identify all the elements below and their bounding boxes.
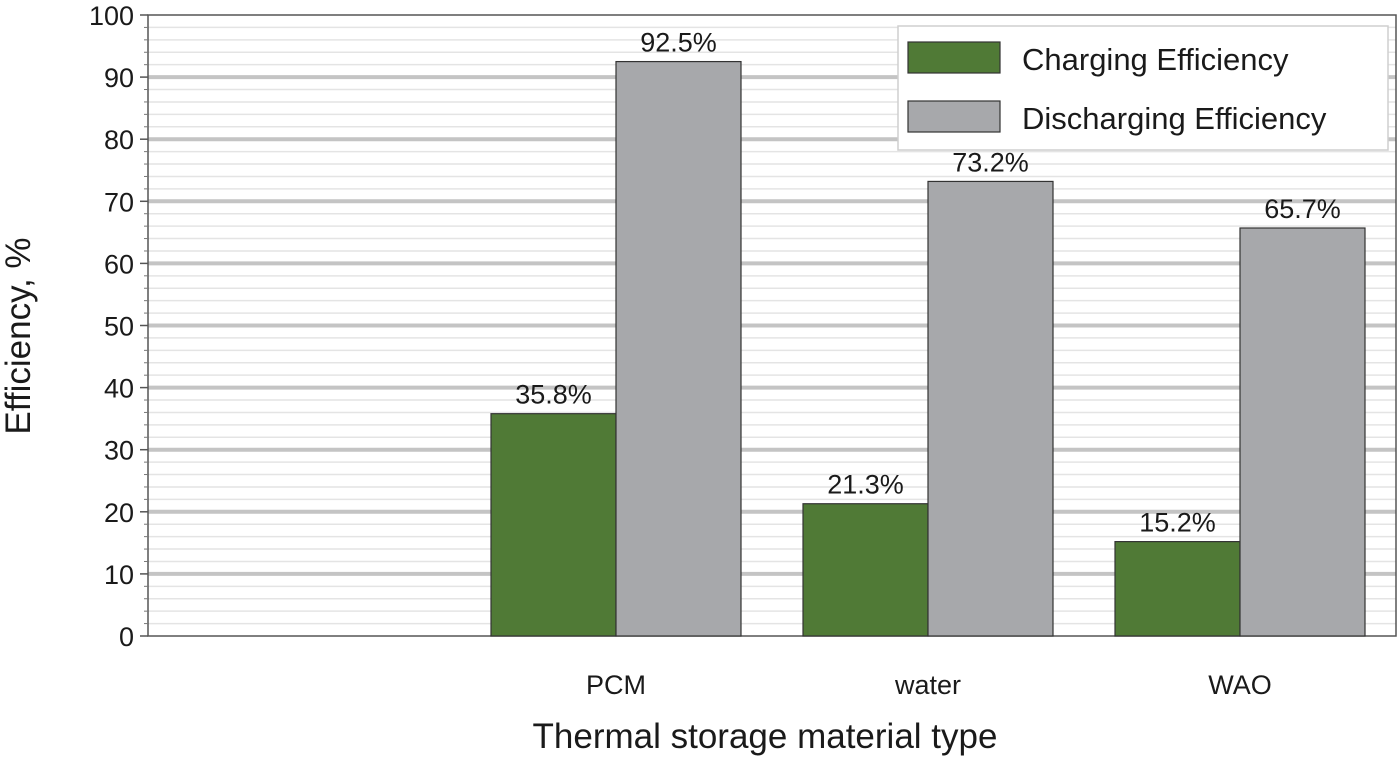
y-tick-label: 0 <box>119 622 134 652</box>
y-tick-label: 10 <box>104 560 134 590</box>
legend-swatch-charging <box>907 41 1001 74</box>
data-label: 35.8% <box>515 380 592 410</box>
y-axis-title: Efficiency, % <box>0 237 38 434</box>
data-label: 73.2% <box>952 147 1029 177</box>
bar-discharging-pcm <box>615 60 742 637</box>
x-tick-label: PCM <box>586 670 646 700</box>
bar-charging-pcm <box>490 413 617 637</box>
y-tick-label: 30 <box>104 436 134 466</box>
bar-charging-wao <box>1114 541 1241 637</box>
legend-label-discharging: Discharging Efficiency <box>1022 101 1327 136</box>
legend: Charging Efficiency Discharging Efficien… <box>897 25 1389 151</box>
y-tick-label: 70 <box>104 187 134 217</box>
y-tick-label: 40 <box>104 374 134 404</box>
y-tick-label: 90 <box>104 63 134 93</box>
y-tick-label: 100 <box>89 1 134 31</box>
y-tick-label: 20 <box>104 498 134 528</box>
y-tick-label: 50 <box>104 312 134 342</box>
y-tick-label: 60 <box>104 249 134 279</box>
x-axis-ticks: PCM water WAO <box>586 670 1272 700</box>
bar-discharging-wao <box>1239 227 1366 637</box>
bars: 35.8% 92.5% 21.3% 73.2% 15.2% 65.7% <box>490 28 1366 637</box>
x-tick-label: water <box>894 670 961 700</box>
y-axis-ticks: 0 10 20 30 40 50 60 70 80 90 100 <box>89 1 148 652</box>
y-tick-label: 80 <box>104 125 134 155</box>
x-tick-label: WAO <box>1208 670 1272 700</box>
data-label: 15.2% <box>1139 508 1216 538</box>
bar-discharging-water <box>927 180 1054 637</box>
x-axis-title: Thermal storage material type <box>533 717 998 756</box>
data-label: 65.7% <box>1264 194 1341 224</box>
legend-label-charging: Charging Efficiency <box>1022 42 1289 77</box>
data-label: 21.3% <box>827 470 904 500</box>
bar-charging-water <box>802 503 929 637</box>
legend-swatch-discharging <box>907 100 1001 133</box>
data-label: 92.5% <box>640 28 717 58</box>
